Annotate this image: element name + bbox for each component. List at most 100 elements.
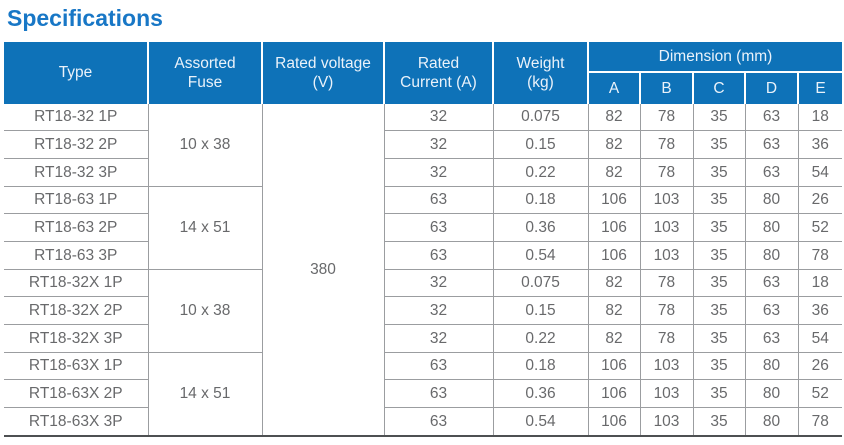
dim-e-cell: 78 — [797, 241, 842, 270]
dim-a-cell: 82 — [587, 269, 640, 298]
table-header: Type Assorted Fuse Rated voltage (V) Rat… — [4, 42, 842, 104]
header-dimension-group: Dimension (mm) — [587, 42, 842, 73]
weight-cell: 0.075 — [492, 104, 588, 132]
header-dim-e: E — [797, 72, 842, 104]
current-cell: 63 — [383, 241, 493, 270]
header-dim-b: B — [639, 72, 693, 104]
type-cell: RT18-63X 2P — [4, 379, 148, 408]
dim-d-cell: 63 — [744, 269, 798, 298]
dim-b-cell: 103 — [639, 379, 693, 408]
page-title: Specifications — [7, 5, 163, 31]
dim-d-cell: 80 — [744, 186, 798, 215]
dim-d-cell: 63 — [744, 324, 798, 353]
dim-e-cell: 18 — [797, 104, 842, 132]
dim-c-cell: 35 — [692, 241, 745, 270]
dim-c-cell: 35 — [692, 352, 745, 381]
header-rated-voltage: Rated voltage (V) — [261, 42, 384, 104]
table-row: RT18-32 1P 10 x 38 380 32 0.075 82 78 35… — [4, 104, 842, 437]
voltage-cell: 380 — [261, 104, 384, 437]
dim-c-cell: 35 — [692, 379, 745, 408]
specifications-table: Type Assorted Fuse Rated voltage (V) Rat… — [4, 42, 842, 437]
dim-e-cell: 54 — [797, 324, 842, 353]
dim-d-cell: 80 — [744, 241, 798, 270]
dim-e-cell: 26 — [797, 186, 842, 215]
dim-d-cell: 80 — [744, 213, 798, 242]
dim-e-cell: 18 — [797, 269, 842, 298]
table-row: RT18-63 3P 63 0.54 106 103 35 80 78 — [4, 241, 842, 270]
header-assorted-fuse: Assorted Fuse — [147, 42, 262, 104]
dim-d-cell: 63 — [744, 158, 798, 187]
header-weight: Weight (kg) — [492, 42, 588, 104]
fuse-cell: 10 x 38 — [147, 104, 262, 187]
dim-a-cell: 82 — [587, 130, 640, 159]
dim-a-cell: 82 — [587, 296, 640, 325]
dim-e-cell: 26 — [797, 352, 842, 381]
type-cell: RT18-32X 1P — [4, 269, 148, 298]
dim-b-cell: 78 — [639, 296, 693, 325]
dim-c-cell: 35 — [692, 407, 745, 437]
dim-b-cell: 78 — [639, 158, 693, 187]
current-cell: 63 — [383, 213, 493, 242]
table-row: RT18-32X 2P 32 0.15 82 78 35 63 36 — [4, 296, 842, 325]
dim-a-cell: 106 — [587, 186, 640, 215]
dim-b-cell: 103 — [639, 186, 693, 215]
current-cell: 32 — [383, 296, 493, 325]
dim-c-cell: 35 — [692, 186, 745, 215]
header-rated-current: Rated Current (A) — [383, 42, 493, 104]
weight-cell: 0.22 — [492, 324, 588, 353]
dim-a-cell: 82 — [587, 158, 640, 187]
dim-b-cell: 78 — [639, 324, 693, 353]
type-cell: RT18-32 1P — [4, 104, 148, 132]
type-cell: RT18-32 2P — [4, 130, 148, 159]
dim-b-cell: 103 — [639, 407, 693, 437]
weight-cell: 0.54 — [492, 407, 588, 437]
weight-cell: 0.18 — [492, 352, 588, 381]
dim-d-cell: 80 — [744, 379, 798, 408]
fuse-cell: 10 x 38 — [147, 269, 262, 353]
dim-e-cell: 78 — [797, 407, 842, 437]
table-row: RT18-63X 2P 63 0.36 106 103 35 80 52 — [4, 379, 842, 408]
weight-cell: 0.36 — [492, 379, 588, 408]
header-dim-d: D — [744, 72, 798, 104]
current-cell: 63 — [383, 407, 493, 437]
dim-b-cell: 103 — [639, 213, 693, 242]
dim-d-cell: 63 — [744, 104, 798, 132]
type-cell: RT18-32 3P — [4, 158, 148, 187]
type-cell: RT18-63 3P — [4, 241, 148, 270]
header-dim-c: C — [692, 72, 745, 104]
dim-c-cell: 35 — [692, 296, 745, 325]
dim-a-cell: 106 — [587, 407, 640, 437]
table-row: RT18-32 3P 32 0.22 82 78 35 63 54 — [4, 158, 842, 187]
table-row: RT18-63 1P 14 x 51 63 0.18 106 103 35 80… — [4, 186, 842, 270]
fuse-cell: 14 x 51 — [147, 186, 262, 270]
dim-e-cell: 52 — [797, 213, 842, 242]
dim-d-cell: 63 — [744, 130, 798, 159]
type-cell: RT18-63 1P — [4, 186, 148, 215]
dim-b-cell: 78 — [639, 104, 693, 132]
dim-b-cell: 78 — [639, 269, 693, 298]
table-row: RT18-32 2P 32 0.15 82 78 35 63 36 — [4, 130, 842, 159]
dim-d-cell: 80 — [744, 352, 798, 381]
current-cell: 32 — [383, 158, 493, 187]
header-row-dims: A B C D E — [4, 72, 842, 104]
table-row: RT18-63X 3P 63 0.54 106 103 35 80 78 — [4, 407, 842, 437]
dim-c-cell: 35 — [692, 324, 745, 353]
weight-cell: 0.15 — [492, 130, 588, 159]
fuse-cell: 14 x 51 — [147, 352, 262, 437]
weight-cell: 0.15 — [492, 296, 588, 325]
dim-d-cell: 80 — [744, 407, 798, 437]
table-row: RT18-32X 1P 10 x 38 32 0.075 82 78 35 63… — [4, 269, 842, 353]
dim-b-cell: 103 — [639, 352, 693, 381]
current-cell: 63 — [383, 379, 493, 408]
dim-c-cell: 35 — [692, 104, 745, 132]
dim-c-cell: 35 — [692, 130, 745, 159]
current-cell: 32 — [383, 324, 493, 353]
header-type: Type — [4, 42, 148, 104]
dim-a-cell: 106 — [587, 379, 640, 408]
dim-c-cell: 35 — [692, 269, 745, 298]
type-cell: RT18-63X 1P — [4, 352, 148, 381]
current-cell: 32 — [383, 104, 493, 132]
header-dim-a: A — [587, 72, 640, 104]
dim-c-cell: 35 — [692, 158, 745, 187]
type-cell: RT18-32X 2P — [4, 296, 148, 325]
